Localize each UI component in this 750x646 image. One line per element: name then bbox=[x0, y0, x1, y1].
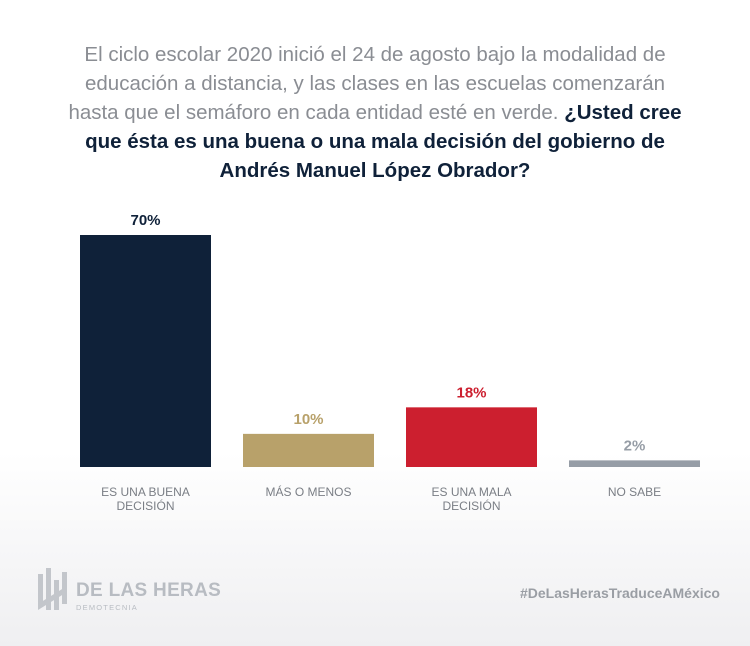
de-las-heras-logo-icon bbox=[38, 568, 67, 610]
question-highlight: ¿Usted cree que ésta es una buena o una … bbox=[85, 101, 682, 182]
brand-sub: DEMOTECNIA bbox=[76, 603, 139, 612]
question-intro: El ciclo escolar 2020 inició el 24 de ag… bbox=[68, 43, 666, 124]
category-label-2: DECISIÓN bbox=[442, 498, 500, 513]
category-label-3: NO SABE bbox=[608, 485, 661, 499]
category-label-0: ES UNA BUENA bbox=[101, 485, 190, 499]
bar-3 bbox=[569, 460, 700, 467]
category-label-2: ES UNA MALA bbox=[431, 485, 511, 499]
hashtag: #DeLasHerasTraduceAMéxico bbox=[520, 585, 720, 601]
bar-0 bbox=[80, 235, 211, 467]
value-label-1: 10% bbox=[293, 411, 323, 428]
brand-name: DE LAS HERAS bbox=[76, 580, 222, 601]
category-label-1: MÁS O MENOS bbox=[265, 484, 351, 499]
value-label-3: 2% bbox=[624, 437, 646, 454]
value-label-2: 18% bbox=[456, 384, 486, 401]
value-label-0: 70% bbox=[130, 212, 160, 229]
bar-2 bbox=[406, 407, 537, 467]
category-label-0: DECISIÓN bbox=[116, 498, 174, 513]
bar-1 bbox=[243, 433, 374, 467]
question-text: El ciclo escolar 2020 inició el 24 de ag… bbox=[60, 40, 690, 185]
